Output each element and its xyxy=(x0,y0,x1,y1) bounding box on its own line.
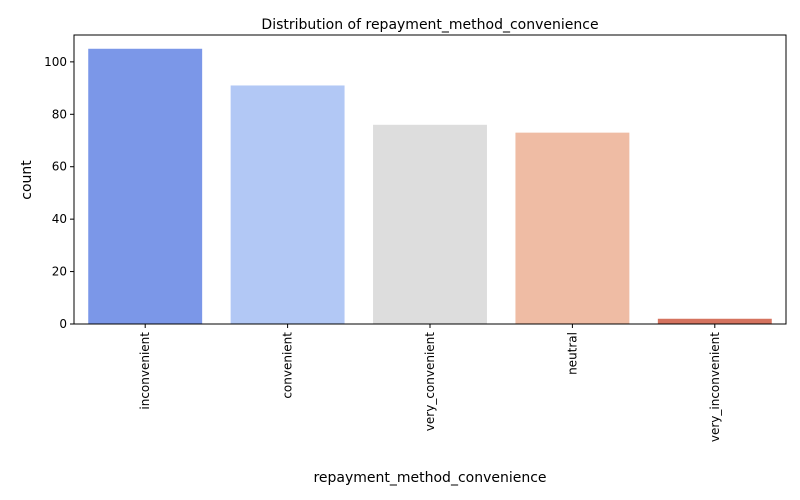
bar-very_inconvenient xyxy=(657,318,772,324)
plot-frame xyxy=(73,34,787,325)
y-tick-label: 20 xyxy=(52,265,67,279)
y-tick-label: 80 xyxy=(52,107,67,121)
x-tick-label: convenient xyxy=(281,332,295,399)
y-tick-label: 100 xyxy=(44,55,67,69)
x-axis: inconvenient convenient very_convenient neu… xyxy=(138,324,722,442)
bars-group xyxy=(88,48,772,325)
y-tick-label: 0 xyxy=(59,317,67,331)
x-tick-label: neutral xyxy=(565,332,579,375)
x-axis-label: repayment_method_convenience xyxy=(313,470,546,486)
x-tick-label: inconvenient xyxy=(138,332,152,410)
bar-neutral xyxy=(515,132,630,324)
bar-inconvenient xyxy=(88,48,203,325)
bar-very_convenient xyxy=(373,124,487,324)
x-tick-label: very_inconvenient xyxy=(708,332,722,442)
bar-convenient xyxy=(230,85,345,324)
y-tick-label: 60 xyxy=(52,160,67,174)
x-tick-label: very_convenient xyxy=(423,332,437,431)
y-axis-label: count xyxy=(19,160,35,200)
y-axis: 0 20 40 60 80 100 xyxy=(44,55,74,331)
y-tick-label: 40 xyxy=(52,212,67,226)
chart-title: Distribution of repayment_method_conveni… xyxy=(261,17,598,33)
